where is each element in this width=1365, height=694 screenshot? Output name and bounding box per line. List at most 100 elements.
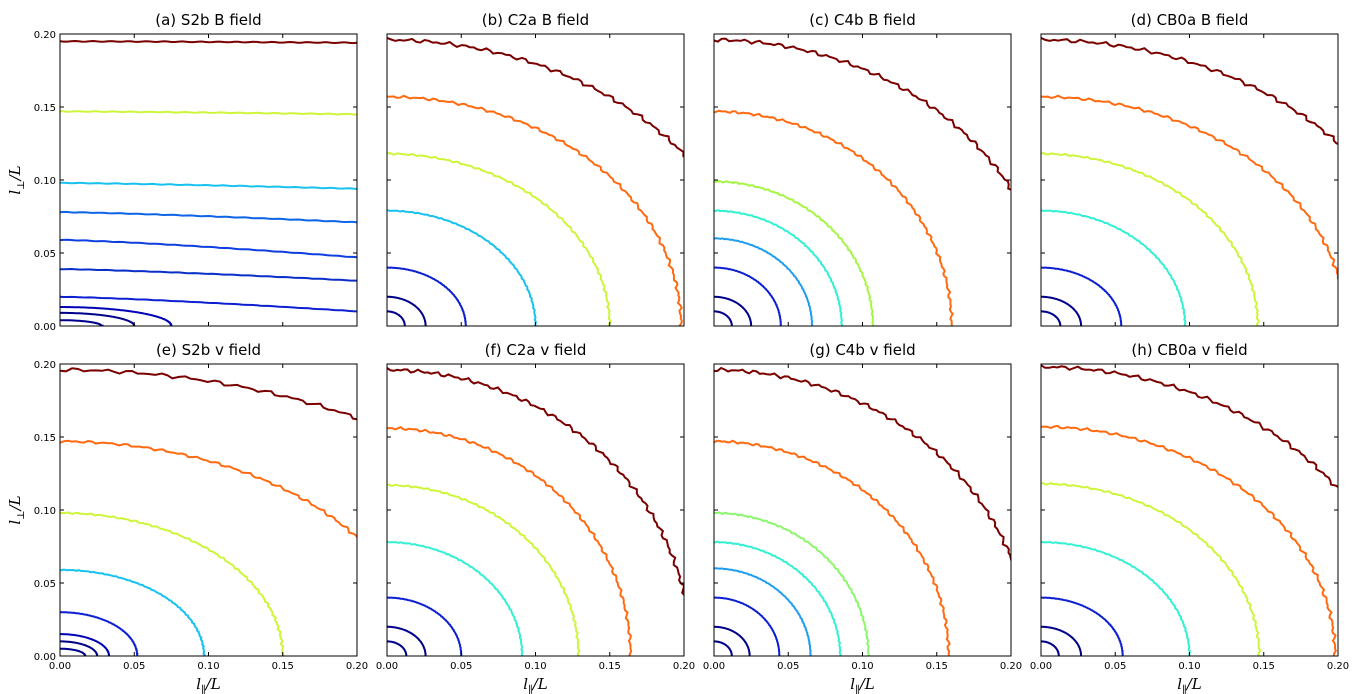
contour-line <box>387 640 408 656</box>
contour-line <box>714 625 751 656</box>
contour-line <box>60 305 173 326</box>
contour-line <box>387 37 684 158</box>
y-axis-label-sub: ⊥ <box>16 180 27 189</box>
contour-line <box>1041 209 1187 326</box>
contour-line <box>1041 364 1338 488</box>
y-tick-label: 0.15 <box>34 433 56 444</box>
contour-line <box>714 179 875 326</box>
contour-line <box>60 511 285 656</box>
contour-line <box>387 367 684 598</box>
panel-title: (b) C2a B field <box>482 11 589 29</box>
x-axis-label-sub: ∥ <box>201 684 206 694</box>
contour-line <box>714 109 954 326</box>
panel-1: (a) S2b B field 0.00 0.05 0.10 0.15 0.20 l⊥/L <box>6 11 358 333</box>
x-tick-label: 0.20 <box>1000 661 1022 672</box>
contour-line <box>60 611 139 656</box>
y-axis-label-base: l <box>6 190 24 195</box>
x-tick-label: 0.05 <box>123 661 145 672</box>
x-tick-label: 0.10 <box>851 661 873 672</box>
x-axis-label-sub: ∥ <box>855 684 860 694</box>
panel-title: (e) S2b v field <box>156 341 261 359</box>
plot-frame <box>59 363 358 657</box>
contour-line <box>1041 94 1338 282</box>
y-tick-label: 0.00 <box>34 652 56 663</box>
contour-line <box>60 210 357 224</box>
contour-line <box>387 426 633 656</box>
x-tick-label: 0.15 <box>272 661 294 672</box>
x-tick-label: 0.20 <box>1327 661 1349 672</box>
x-axis-label-base: l <box>1177 675 1182 693</box>
x-axis-label-base: l <box>523 675 528 693</box>
contour-line <box>387 151 612 326</box>
panel-4: (d) CB0a B field <box>1040 11 1339 327</box>
x-tick-label: 0.15 <box>1253 661 1275 672</box>
contour-line <box>1041 151 1260 326</box>
x-axis-label-tail: /L <box>204 675 221 693</box>
contour-line <box>714 596 781 656</box>
y-axis-label-tail: /L <box>6 495 24 512</box>
panel-title: (g) C4b v field <box>809 341 915 359</box>
x-tick-label: 0.15 <box>926 661 948 672</box>
contour-line <box>387 266 467 326</box>
x-axis-label-base: l <box>196 675 201 693</box>
contour-line <box>387 94 683 326</box>
contour-line <box>714 209 844 326</box>
y-axis-label-base: l <box>6 520 24 525</box>
contour-line <box>1041 295 1083 326</box>
contour-line <box>387 625 427 656</box>
contour-line <box>1041 36 1338 145</box>
x-tick-label: 0.20 <box>673 661 695 672</box>
contour-line <box>60 640 99 656</box>
contour-line <box>1041 596 1124 656</box>
x-tick-label: 0.10 <box>197 661 219 672</box>
x-tick-label: 0.20 <box>346 661 368 672</box>
contour-line <box>60 110 357 116</box>
contour-line <box>387 295 427 326</box>
contour-line <box>60 367 357 421</box>
contour-line <box>60 311 136 326</box>
x-tick-label: 0.05 <box>1104 661 1126 672</box>
panel-title: (d) CB0a B field <box>1131 11 1249 29</box>
y-axis-label-sub: ⊥ <box>16 510 27 519</box>
contour-line <box>387 209 537 326</box>
y-tick-label: 0.20 <box>34 360 56 371</box>
contour-line <box>387 596 463 656</box>
contour-line <box>387 540 524 656</box>
plot-frame <box>1040 363 1339 657</box>
y-tick-label: 0.10 <box>34 506 56 517</box>
panel-6: (f) C2a v field 0.00 0.05 0.10 0.15 0.20 l∥/L <box>376 341 695 694</box>
contour-line <box>714 310 733 326</box>
plot-frame <box>386 33 685 327</box>
x-axis-label: l∥/L <box>1177 675 1201 694</box>
x-axis-label-sub: ∥ <box>1182 684 1187 694</box>
y-tick-label: 0.15 <box>34 103 56 114</box>
x-axis-label: l∥/L <box>523 675 547 694</box>
contour-line <box>714 567 812 656</box>
contour-line <box>1041 424 1337 656</box>
contour-line <box>714 37 1011 191</box>
y-axis-label: l⊥/L <box>6 495 27 524</box>
panel-2: (b) C2a B field <box>386 11 685 327</box>
x-axis-label-tail: /L <box>1185 675 1202 693</box>
x-tick-label: 0.10 <box>524 661 546 672</box>
y-tick-label: 0.10 <box>34 176 56 187</box>
x-tick-label: 0.00 <box>1030 661 1052 672</box>
contour-line <box>60 633 111 656</box>
x-tick-label: 0.05 <box>777 661 799 672</box>
contour-line <box>1041 482 1262 656</box>
panel-7: (g) C4b v field 0.00 0.05 0.10 0.15 0.20 l∥/L <box>703 341 1022 694</box>
x-tick-label: 0.10 <box>1178 661 1200 672</box>
contour-line <box>714 366 1011 563</box>
x-axis-label: l∥/L <box>196 675 220 694</box>
contour-line <box>1041 625 1083 656</box>
x-tick-label: 0.00 <box>376 661 398 672</box>
x-axis-label-sub: ∥ <box>528 684 533 694</box>
contour-line <box>60 319 105 326</box>
contour-line <box>714 266 782 326</box>
y-axis-label-tail: /L <box>6 165 24 182</box>
panel-title: (f) C2a v field <box>485 341 587 359</box>
x-tick-label: 0.15 <box>599 661 621 672</box>
contour-line <box>60 39 357 45</box>
panel-title: (a) S2b B field <box>155 11 261 29</box>
